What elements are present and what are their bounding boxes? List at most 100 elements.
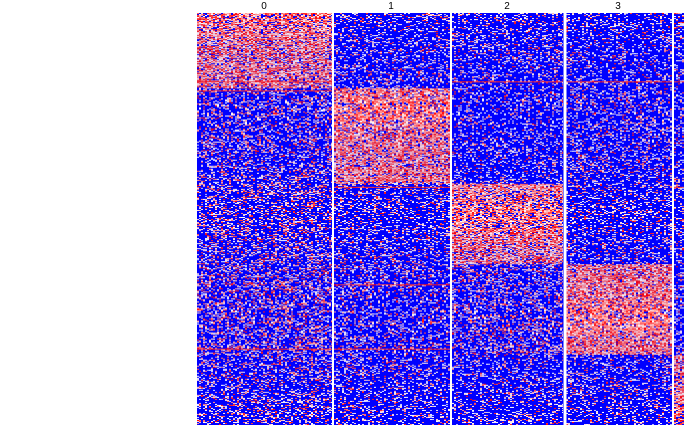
heatmap-cell <box>203 26 205 27</box>
heatmap-cell <box>344 27 346 28</box>
heatmap-cell <box>352 29 354 30</box>
heatmap-cell <box>592 16 594 17</box>
heatmap-cell <box>614 31 616 32</box>
heatmap-cell <box>666 25 668 26</box>
heatmap-cell <box>213 13 215 14</box>
heatmap-cell <box>211 19 213 20</box>
heatmap-cell <box>285 21 287 22</box>
heatmap-cell <box>590 18 592 19</box>
heatmap-cell <box>209 18 211 19</box>
heatmap-cell <box>263 24 265 25</box>
heatmap-cell <box>378 18 380 19</box>
heatmap-cell <box>251 34 253 35</box>
heatmap-cell <box>197 33 199 34</box>
heatmap-cell <box>307 24 309 25</box>
heatmap-cell <box>323 29 325 30</box>
heatmap-row-0-5-col-0 <box>197 18 332 19</box>
heatmap-cell <box>207 13 209 14</box>
heatmap-cell <box>488 23 490 24</box>
heatmap-cell <box>652 19 654 20</box>
heatmap-cell <box>233 34 235 35</box>
heatmap-cell <box>620 26 622 27</box>
heatmap-cell <box>362 33 364 34</box>
heatmap-cell <box>594 27 596 28</box>
heatmap-cell <box>299 27 301 28</box>
heatmap-cell <box>213 32 215 33</box>
heatmap-cell <box>512 21 514 22</box>
heatmap-cell <box>251 24 253 25</box>
heatmap-cell <box>484 25 486 26</box>
heatmap-cell <box>277 33 279 34</box>
heatmap-cell <box>329 33 331 34</box>
heatmap-cell <box>404 33 406 34</box>
heatmap-cell <box>380 22 382 23</box>
heatmap-cell <box>414 24 416 25</box>
heatmap-cell <box>590 17 592 18</box>
heatmap-cell <box>317 25 319 26</box>
heatmap-cell <box>660 17 662 18</box>
heatmap-cell <box>237 13 239 14</box>
heatmap-cell <box>247 24 249 25</box>
heatmap-cell <box>229 29 231 30</box>
heatmap-cell <box>203 20 205 21</box>
heatmap-cell <box>297 31 299 32</box>
heatmap-cell <box>436 33 438 34</box>
heatmap-row-0-1-col-0 <box>199 14 332 15</box>
heatmap-cell <box>480 20 482 21</box>
heatmap-cell <box>654 20 656 21</box>
heatmap-cell <box>311 18 313 19</box>
heatmap-cell <box>542 15 544 16</box>
heatmap-cell <box>376 21 378 22</box>
heatmap-cell <box>386 20 388 21</box>
heatmap-cell <box>530 20 532 21</box>
heatmap-cell <box>378 34 380 35</box>
heatmap-cell <box>217 13 219 14</box>
heatmap-cell <box>518 16 520 17</box>
heatmap-cell <box>305 21 307 22</box>
heatmap-cell <box>271 25 273 26</box>
heatmap-cell <box>269 30 271 31</box>
heatmap-cell <box>558 29 560 30</box>
heatmap-cell <box>263 14 265 15</box>
heatmap-cell <box>233 13 235 14</box>
heatmap-cell <box>430 28 432 29</box>
heatmap-cell <box>506 20 508 21</box>
heatmap-cell <box>235 20 237 21</box>
heatmap-row-0-4-col-4 <box>678 17 680 18</box>
heatmap-cell <box>416 34 418 35</box>
heatmap-cell <box>271 20 273 21</box>
heatmap-cell <box>271 21 273 22</box>
heatmap-cell <box>444 29 446 30</box>
heatmap-cell <box>488 24 490 25</box>
heatmap-cell <box>309 16 311 17</box>
heatmap-cell <box>616 29 618 30</box>
heatmap-cell <box>323 14 325 15</box>
heatmap-cell <box>231 25 233 26</box>
heatmap-cell <box>303 19 305 20</box>
heatmap-cell <box>338 29 340 30</box>
heatmap-cell <box>482 18 484 19</box>
heatmap-cell <box>247 14 249 15</box>
heatmap-cell <box>201 19 203 20</box>
heatmap-cell <box>211 13 213 14</box>
heatmap-cell <box>532 33 534 34</box>
heatmap-cell <box>251 18 253 19</box>
heatmap-cell <box>448 21 450 22</box>
heatmap-cell <box>241 15 243 16</box>
heatmap-cell <box>283 29 285 30</box>
heatmap-cell <box>291 31 293 32</box>
heatmap-cell <box>309 17 311 18</box>
heatmap-cell <box>211 21 213 22</box>
heatmap-cell <box>544 14 546 15</box>
heatmap-cell <box>614 25 616 26</box>
heatmap-cell <box>223 30 225 31</box>
heatmap-cell <box>299 20 301 21</box>
heatmap-cell <box>462 33 464 34</box>
heatmap-cell <box>500 33 502 34</box>
heatmap-cell <box>233 22 235 23</box>
heatmap-cell <box>572 27 574 28</box>
heatmap-cell <box>502 30 504 31</box>
heatmap-cell <box>197 29 199 30</box>
heatmap-cell <box>197 18 199 19</box>
heatmap-cell <box>261 23 263 24</box>
